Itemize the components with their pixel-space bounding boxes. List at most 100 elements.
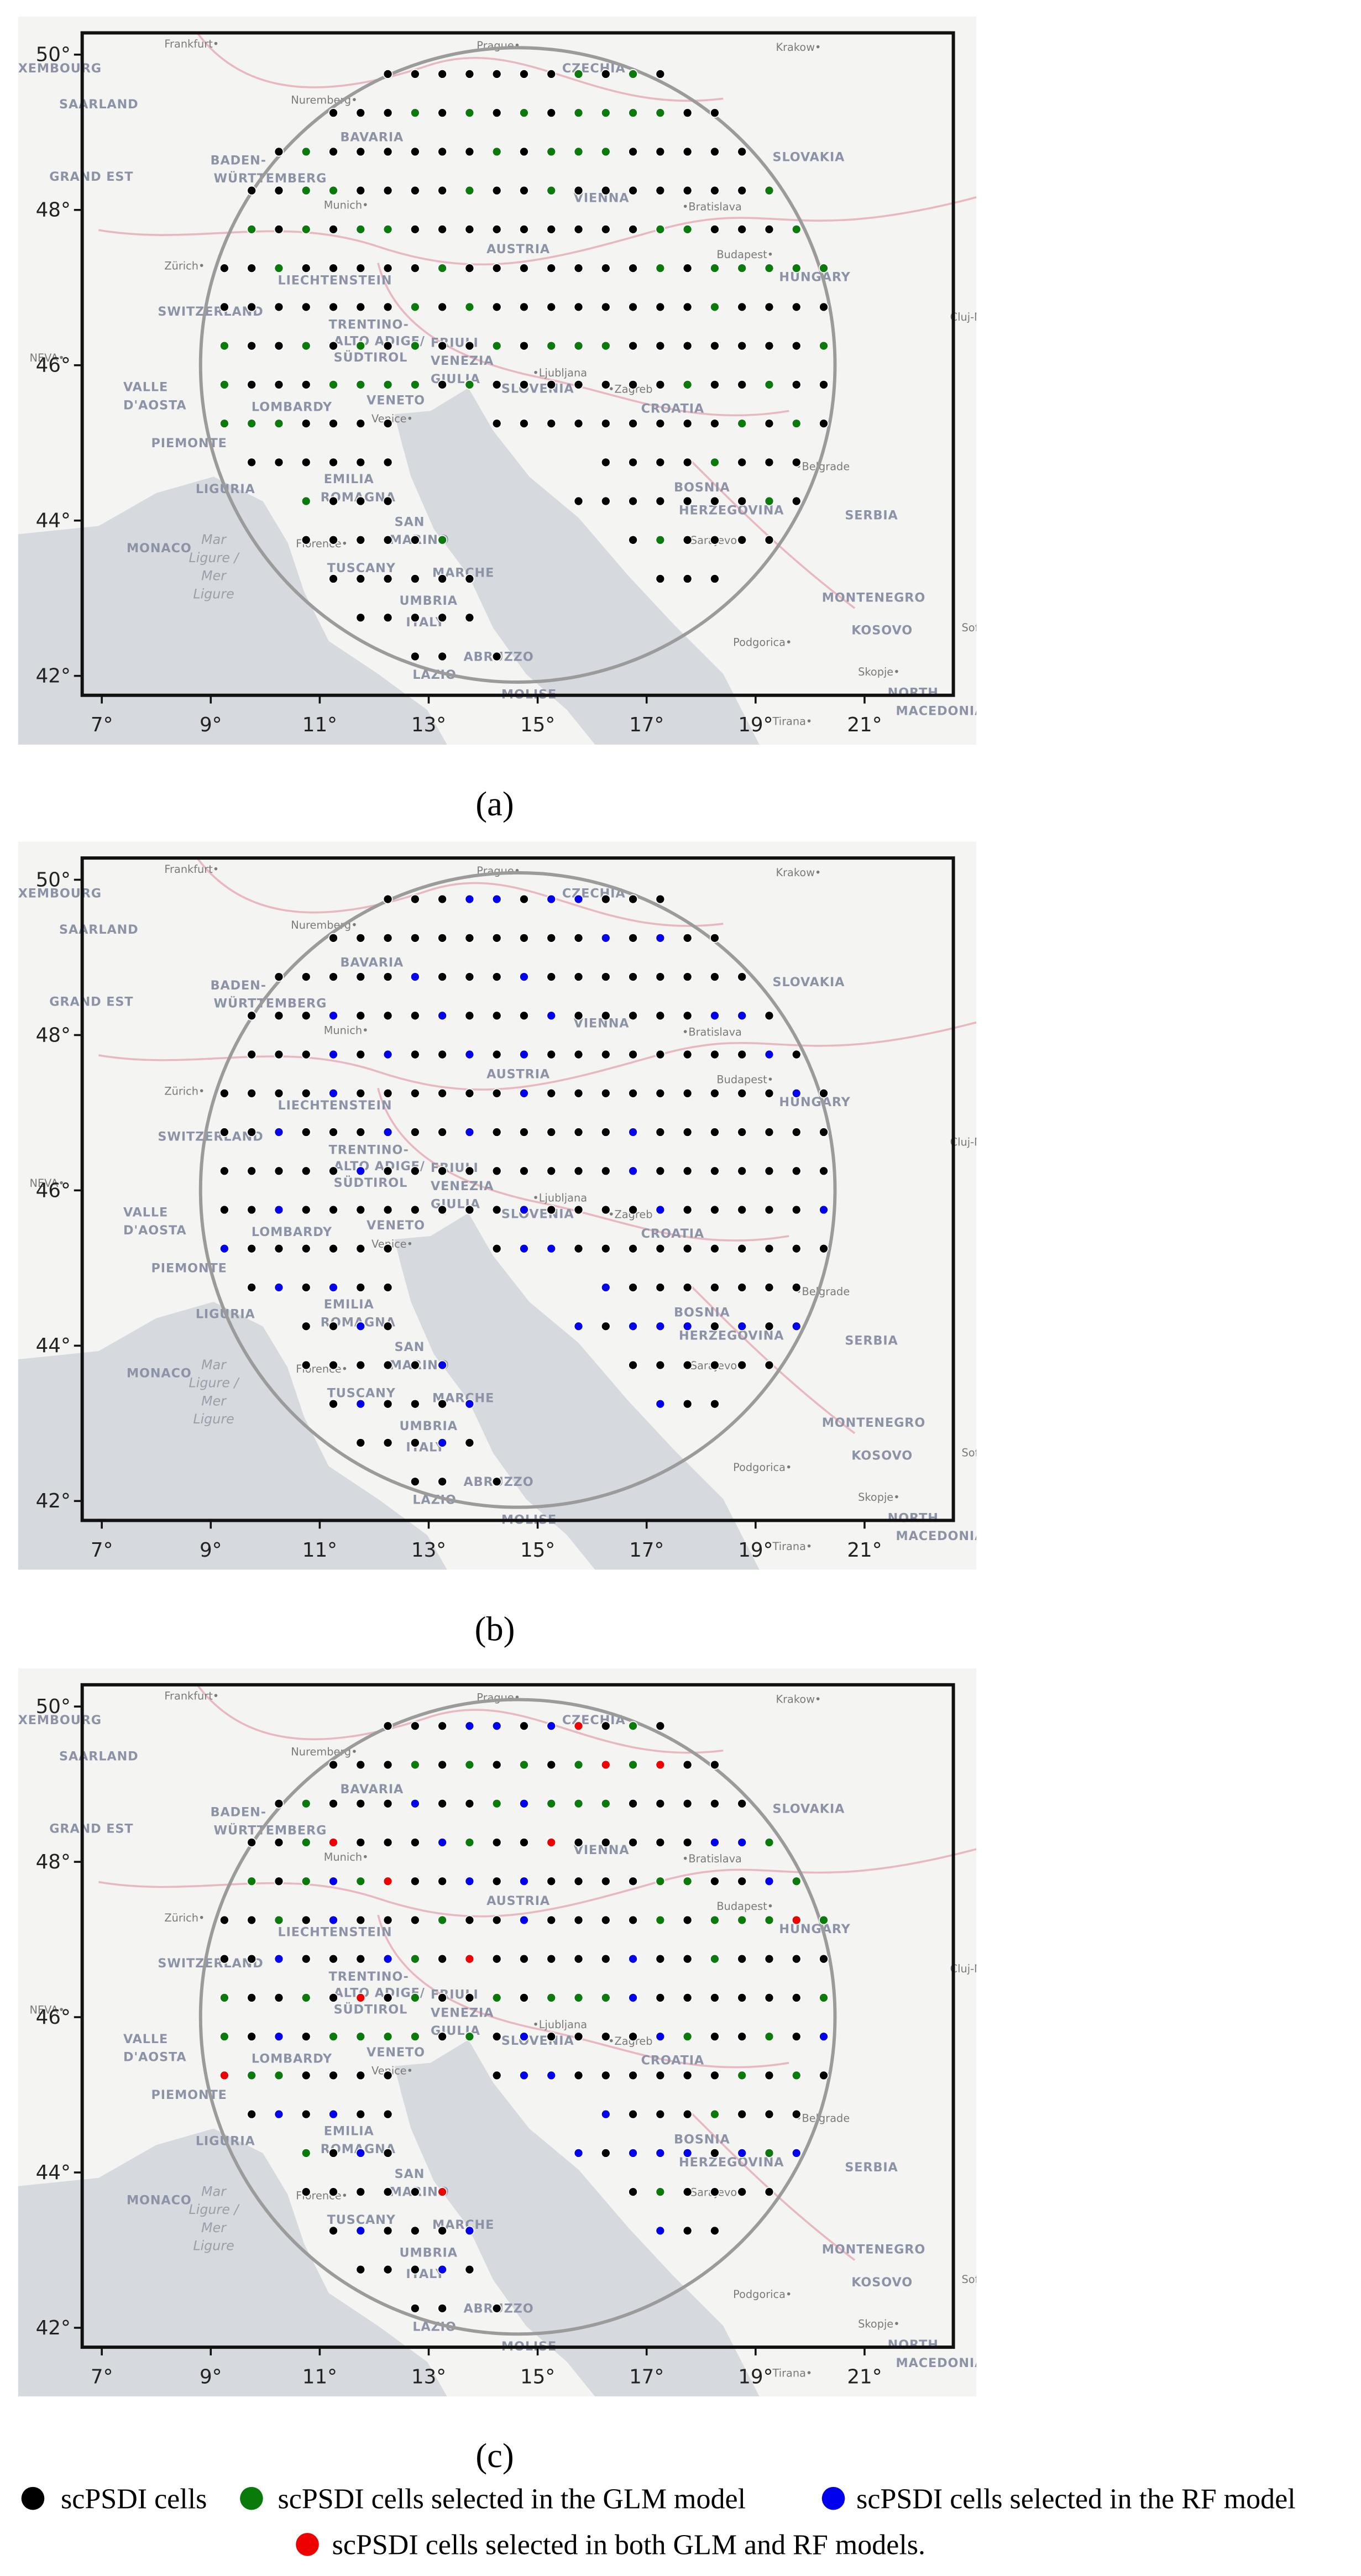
place-label: CROATIA bbox=[641, 2054, 704, 2068]
grid-cell bbox=[464, 1993, 475, 2003]
grid-cell bbox=[247, 1993, 257, 2003]
grid-cell bbox=[819, 1088, 829, 1098]
grid-cell bbox=[819, 302, 829, 312]
grid-cell bbox=[301, 1954, 311, 1964]
grid-cell bbox=[274, 2032, 284, 2042]
grid-cell bbox=[219, 379, 229, 390]
grid-cell bbox=[709, 535, 720, 545]
grid-cell bbox=[546, 1243, 557, 1254]
grid-cell bbox=[437, 933, 448, 943]
grid-cell bbox=[383, 1282, 393, 1292]
grid-cell bbox=[410, 1993, 420, 2003]
grid-cell bbox=[655, 894, 666, 904]
grid-cell bbox=[709, 1205, 720, 1215]
border-line bbox=[98, 1021, 977, 1091]
place-label: •Bratislava bbox=[682, 201, 742, 213]
grid-cell bbox=[655, 69, 666, 79]
grid-cell bbox=[791, 379, 802, 390]
grid-cell bbox=[519, 1721, 529, 1731]
grid-cell bbox=[573, 1127, 584, 1137]
place-label: SAARLAND bbox=[59, 97, 139, 112]
grid-cell bbox=[737, 496, 747, 506]
grid-cell bbox=[301, 1360, 311, 1370]
grid-cell bbox=[546, 1010, 557, 1021]
grid-cell bbox=[301, 146, 311, 157]
grid-cell bbox=[519, 933, 529, 943]
grid-cell bbox=[219, 302, 229, 312]
place-label: XEMBOURG bbox=[18, 61, 102, 76]
panel-caption: (a) bbox=[475, 784, 514, 823]
grid-cell bbox=[301, 379, 311, 390]
grid-cell bbox=[546, 108, 557, 118]
place-label: •Bratislava bbox=[682, 1852, 742, 1865]
grid-cell bbox=[274, 1876, 284, 1887]
grid-cell bbox=[328, 496, 338, 506]
grid-cell bbox=[737, 1360, 747, 1370]
grid-cell bbox=[383, 69, 393, 79]
grid-cell bbox=[301, 341, 311, 351]
grid-cell bbox=[655, 1205, 666, 1215]
grid-cell bbox=[383, 2070, 393, 2081]
grid-cell bbox=[519, 972, 529, 982]
x-tick-label: 7° bbox=[91, 2366, 113, 2389]
x-tick-label: 11° bbox=[302, 714, 337, 736]
place-label: GRAND EST bbox=[49, 1821, 133, 1836]
grid-cell bbox=[410, 1127, 420, 1137]
grid-cell bbox=[655, 185, 666, 196]
grid-cell bbox=[247, 1915, 257, 1925]
grid-cell bbox=[301, 1915, 311, 1925]
grid-cell bbox=[573, 2148, 584, 2158]
grid-cell bbox=[628, 302, 638, 312]
place-label: NORTH bbox=[888, 686, 939, 700]
grid-cell bbox=[600, 224, 611, 234]
grid-cell bbox=[655, 1282, 666, 1292]
grid-cell bbox=[328, 933, 338, 943]
grid-cell bbox=[737, 457, 747, 468]
study-area-circle bbox=[198, 871, 837, 1509]
grid-cell bbox=[328, 1127, 338, 1137]
grid-cell bbox=[328, 2226, 338, 2236]
place-label: Mar bbox=[201, 1357, 227, 1373]
grid-cell bbox=[247, 263, 257, 274]
grid-cell bbox=[464, 1721, 475, 1731]
grid-cell bbox=[491, 972, 502, 982]
grid-cell bbox=[383, 574, 393, 584]
grid-cell bbox=[519, 302, 529, 312]
y-tick-label: 50° bbox=[36, 44, 71, 66]
grid-cell bbox=[301, 2032, 311, 2042]
grid-cell bbox=[355, 2187, 366, 2197]
grid-cell bbox=[355, 1243, 366, 1254]
grid-cell bbox=[328, 2070, 338, 2081]
grid-cell bbox=[437, 1399, 448, 1409]
grid-cell bbox=[628, 496, 638, 506]
grid-cell bbox=[410, 108, 420, 118]
ligurian-sea bbox=[18, 2128, 447, 2397]
place-label: MONTENEGRO bbox=[822, 1416, 925, 1430]
grid-cell bbox=[328, 341, 338, 351]
grid-cell bbox=[437, 224, 448, 234]
grid-cell bbox=[573, 1954, 584, 1964]
grid-cell bbox=[274, 302, 284, 312]
grid-cell bbox=[600, 1088, 611, 1098]
grid-cell bbox=[247, 1049, 257, 1060]
grid-cell bbox=[464, 1760, 475, 1770]
grid-cell bbox=[628, 2148, 638, 2158]
grid-cell bbox=[764, 263, 774, 274]
grid-cell bbox=[573, 1049, 584, 1060]
grid-cell bbox=[464, 1438, 475, 1448]
grid-cell bbox=[655, 302, 666, 312]
grid-cell bbox=[437, 185, 448, 196]
grid-cell bbox=[410, 1010, 420, 1021]
place-label: SWITZERLAND bbox=[158, 1956, 263, 1971]
place-label: SAARLAND bbox=[59, 923, 139, 937]
grid-cell bbox=[682, 933, 693, 943]
grid-cell bbox=[274, 1088, 284, 1098]
place-label: SAARLAND bbox=[59, 1750, 139, 1764]
grid-cell bbox=[328, 535, 338, 545]
grid-cell bbox=[546, 1876, 557, 1887]
place-label: NEVA• bbox=[30, 2003, 65, 2016]
grid-cell bbox=[219, 2032, 229, 2042]
place-label: SWITZERLAND bbox=[158, 1130, 263, 1144]
grid-cell bbox=[682, 1915, 693, 1925]
place-label: UMBRIA bbox=[400, 2246, 458, 2260]
